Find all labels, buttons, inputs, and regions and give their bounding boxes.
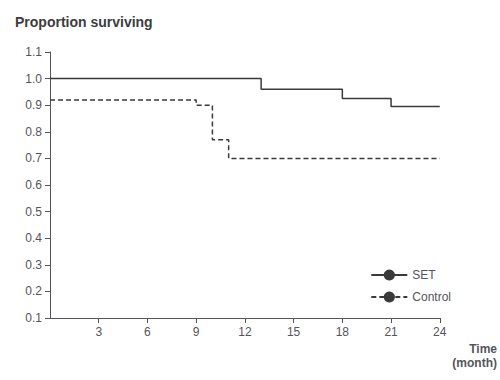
svg-text:3: 3 bbox=[95, 325, 102, 339]
svg-text:Control: Control bbox=[412, 290, 451, 304]
svg-text:0.1: 0.1 bbox=[25, 311, 42, 325]
svg-text:6: 6 bbox=[144, 325, 151, 339]
svg-text:1.1: 1.1 bbox=[25, 45, 42, 59]
svg-text:9: 9 bbox=[193, 325, 200, 339]
svg-text:Proportion surviving: Proportion surviving bbox=[15, 14, 153, 30]
svg-text:0.4: 0.4 bbox=[25, 231, 42, 245]
svg-text:0.8: 0.8 bbox=[25, 125, 42, 139]
svg-text:0.6: 0.6 bbox=[25, 178, 42, 192]
svg-text:18: 18 bbox=[336, 325, 350, 339]
svg-text:0.3: 0.3 bbox=[25, 258, 42, 272]
svg-text:SET: SET bbox=[412, 268, 436, 282]
svg-text:15: 15 bbox=[287, 325, 301, 339]
svg-text:24: 24 bbox=[433, 325, 447, 339]
svg-text:(month): (month) bbox=[452, 356, 497, 370]
svg-text:0.5: 0.5 bbox=[25, 205, 42, 219]
svg-text:0.9: 0.9 bbox=[25, 98, 42, 112]
svg-text:Time: Time bbox=[469, 342, 497, 356]
svg-text:1.0: 1.0 bbox=[25, 72, 42, 86]
svg-text:12: 12 bbox=[238, 325, 252, 339]
svg-text:0.7: 0.7 bbox=[25, 151, 42, 165]
svg-text:21: 21 bbox=[384, 325, 398, 339]
svg-text:0.2: 0.2 bbox=[25, 284, 42, 298]
